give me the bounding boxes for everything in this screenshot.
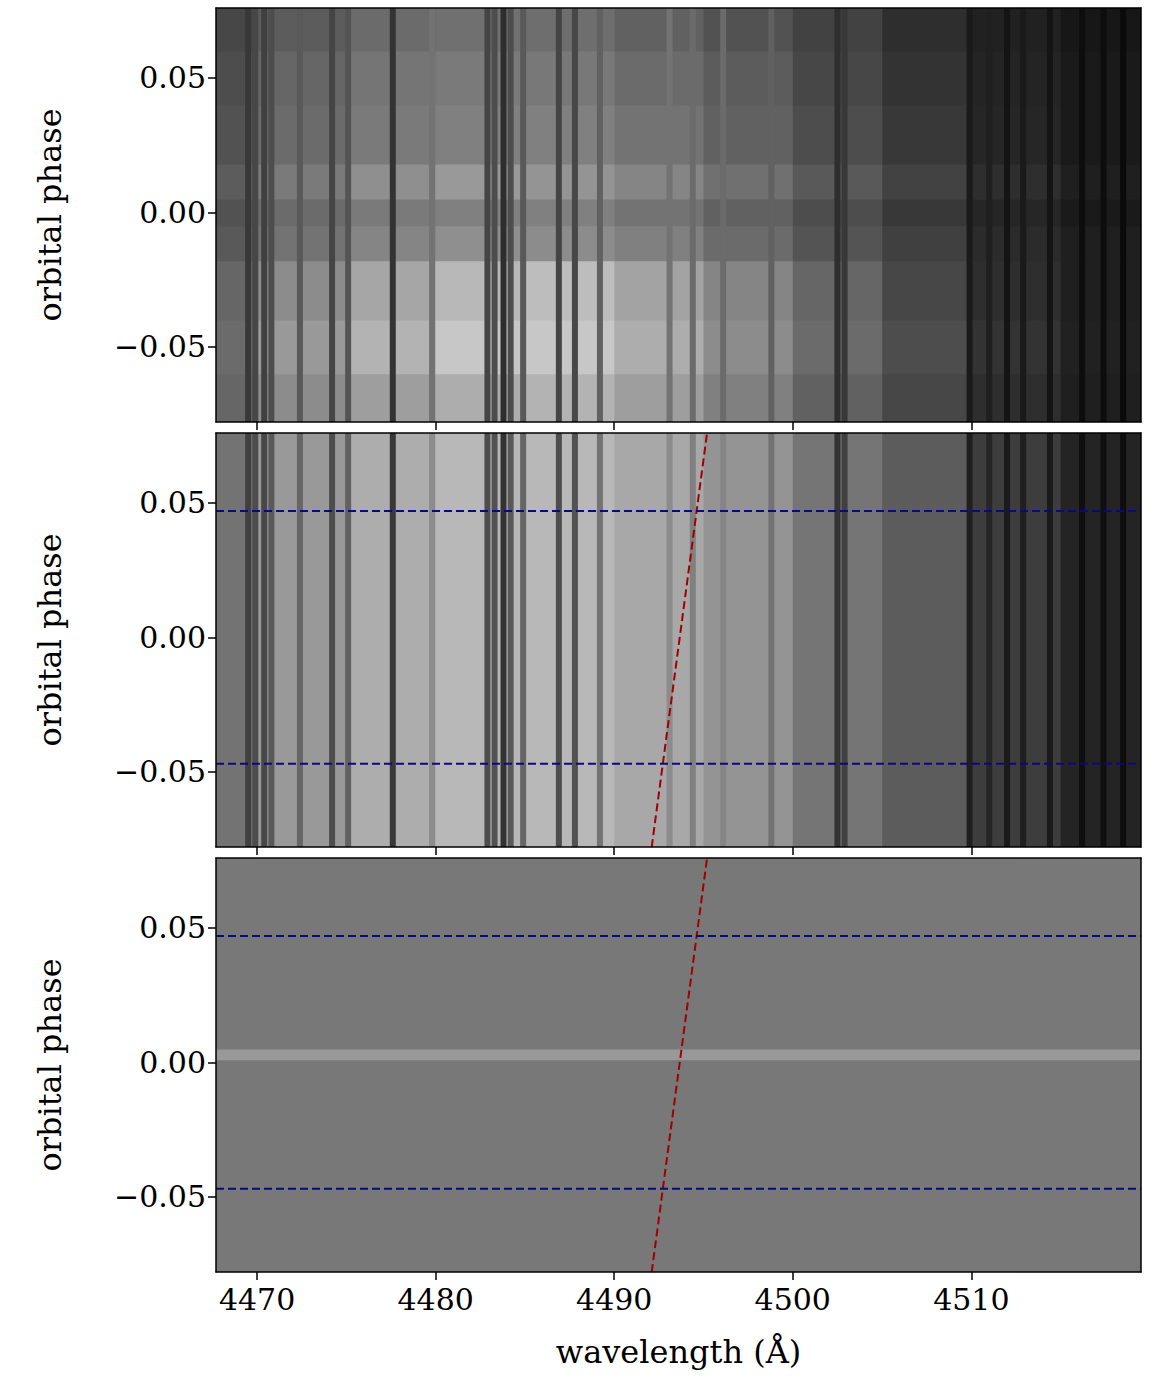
svg-text:orbital phase: orbital phase xyxy=(31,108,69,321)
svg-text:4480: 4480 xyxy=(397,1282,473,1317)
svg-text:4470: 4470 xyxy=(219,1282,295,1317)
svg-text:orbital phase: orbital phase xyxy=(31,533,69,746)
svg-text:0.00: 0.00 xyxy=(139,195,206,230)
svg-text:wavelength (Å): wavelength (Å) xyxy=(556,1333,801,1371)
svg-text:0.05: 0.05 xyxy=(139,910,206,945)
svg-text:−0.05: −0.05 xyxy=(114,1179,206,1214)
svg-text:4490: 4490 xyxy=(576,1282,652,1317)
svg-text:−0.05: −0.05 xyxy=(114,754,206,789)
svg-text:4500: 4500 xyxy=(755,1282,831,1317)
svg-text:0.00: 0.00 xyxy=(139,620,206,655)
svg-text:4510: 4510 xyxy=(933,1282,1009,1317)
svg-text:0.00: 0.00 xyxy=(139,1045,206,1080)
svg-text:0.05: 0.05 xyxy=(139,60,206,95)
svg-text:orbital phase: orbital phase xyxy=(31,958,69,1171)
svg-text:−0.05: −0.05 xyxy=(114,329,206,364)
svg-text:0.05: 0.05 xyxy=(139,485,206,520)
